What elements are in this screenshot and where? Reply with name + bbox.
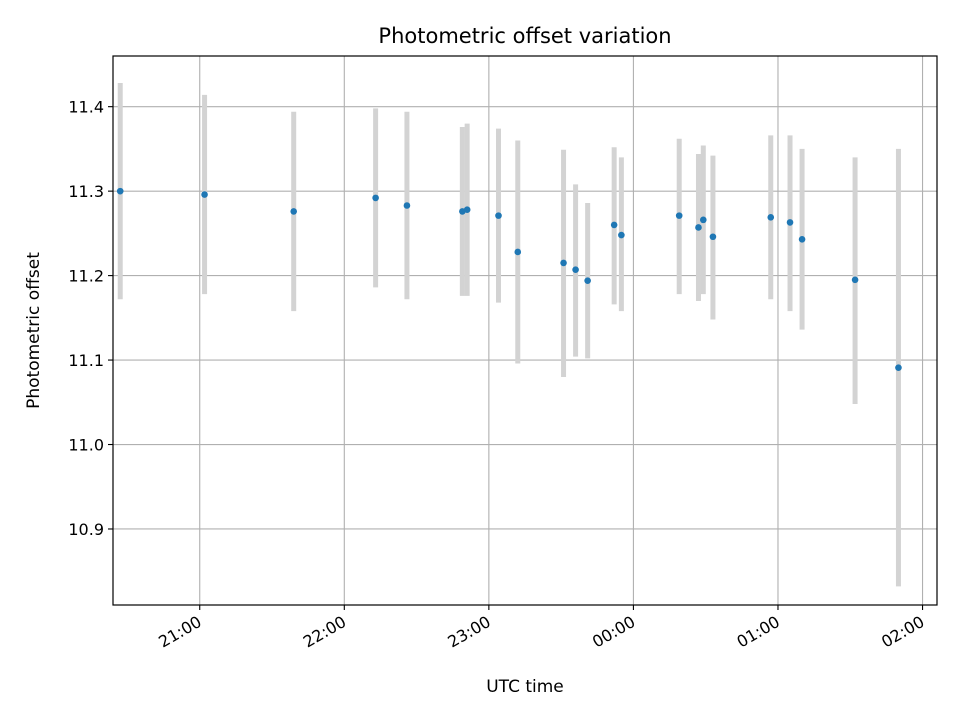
data-point <box>675 212 683 219</box>
y-tick-label: 10.9 <box>68 520 104 539</box>
data-point <box>618 231 625 239</box>
data-point <box>709 233 717 241</box>
data-point <box>495 212 502 219</box>
data-point <box>116 187 124 195</box>
data-point <box>767 214 775 221</box>
x-axis-title: UTC time <box>486 677 564 697</box>
data-point <box>786 219 794 226</box>
data-point <box>895 364 902 371</box>
data-point <box>695 224 702 231</box>
data-point <box>514 248 522 256</box>
data-point <box>572 266 579 273</box>
y-tick-label: 11.0 <box>68 436 104 455</box>
y-tick-label: 11.4 <box>68 98 104 117</box>
data-point <box>403 202 411 209</box>
data-point <box>290 208 298 215</box>
data-point <box>798 235 806 243</box>
chart-title: Photometric offset variation <box>378 24 671 48</box>
y-tick-label: 11.2 <box>68 267 104 286</box>
data-point <box>560 259 567 267</box>
y-axis-title: Photometric offset <box>24 252 44 409</box>
data-point <box>699 216 707 224</box>
data-point <box>584 277 591 284</box>
y-tick-label: 11.1 <box>68 351 104 370</box>
y-tick-label: 11.3 <box>68 182 104 201</box>
data-point <box>851 276 859 284</box>
data-point <box>463 206 471 214</box>
data-point <box>372 194 379 202</box>
data-points <box>116 187 902 371</box>
plot-frame <box>112 55 938 606</box>
data-point <box>610 221 618 229</box>
data-point <box>201 191 208 198</box>
y-axis-ticks: 10.9 11.0 11.1 11.2 11.3 11.4 <box>68 98 113 539</box>
